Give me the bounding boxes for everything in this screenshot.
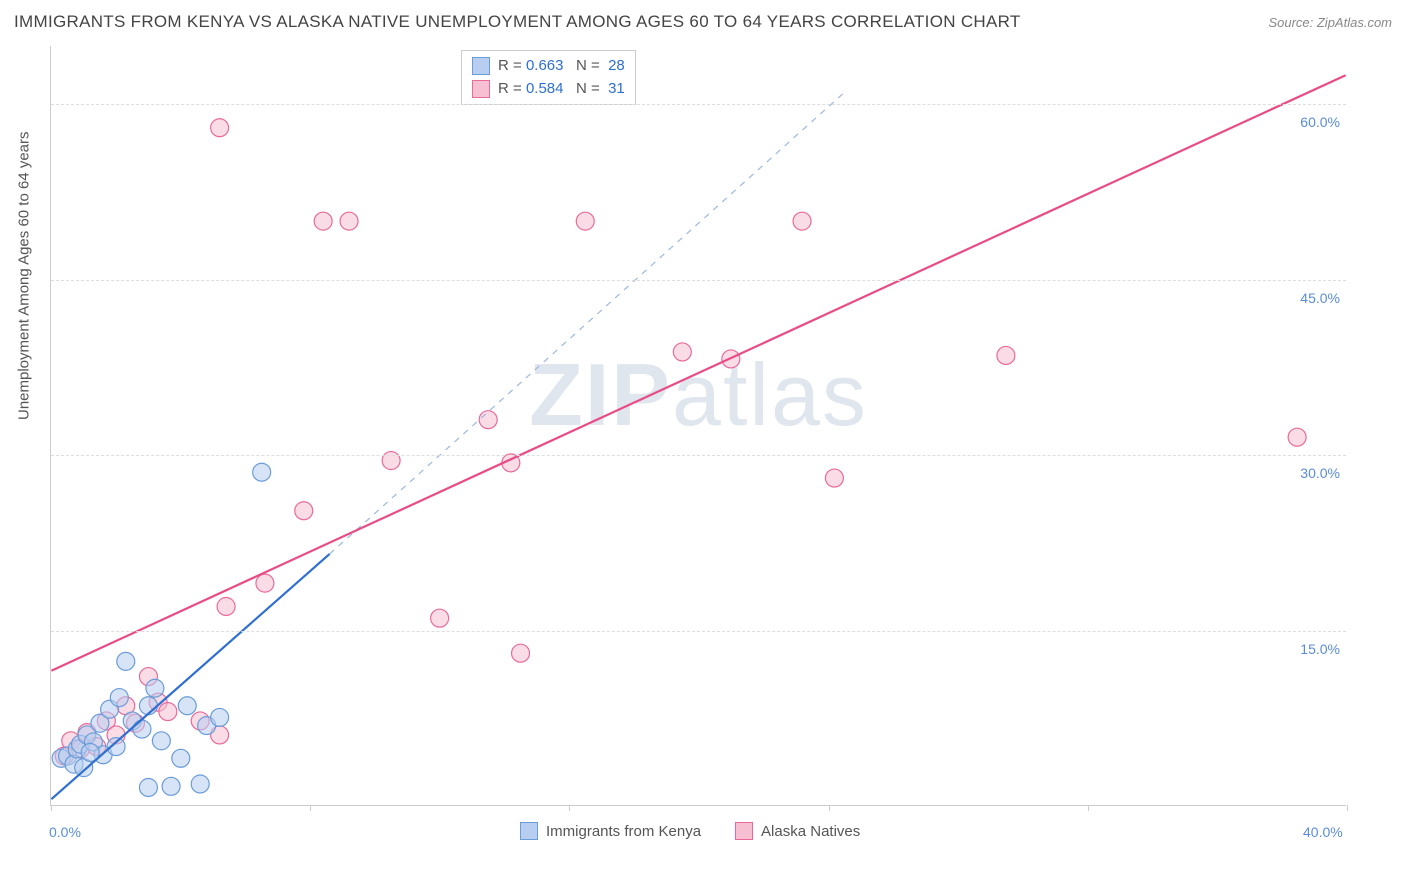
data-point [431, 609, 449, 627]
y-tick-label: 60.0% [1300, 114, 1340, 130]
data-point [159, 703, 177, 721]
data-point [256, 574, 274, 592]
data-point [178, 697, 196, 715]
y-axis-label: Unemployment Among Ages 60 to 64 years [16, 131, 33, 420]
x-tick [1088, 805, 1089, 811]
legend-label-kenya: Immigrants from Kenya [546, 823, 701, 840]
x-tick [829, 805, 830, 811]
data-point [217, 598, 235, 616]
data-point [172, 749, 190, 767]
data-point [253, 463, 271, 481]
legend-stats-row: R = 0.663 N = 28 [472, 55, 625, 78]
data-point [117, 652, 135, 670]
data-point [191, 775, 209, 793]
grid-line [51, 631, 1346, 632]
chart-svg [51, 46, 1346, 805]
legend-stats: R = 0.663 N = 28R = 0.584 N = 31 [461, 50, 636, 105]
x-tick-label: 40.0% [1303, 824, 1343, 840]
data-point [576, 212, 594, 230]
data-point [1288, 428, 1306, 446]
data-point [133, 720, 151, 738]
grid-line [51, 280, 1346, 281]
data-point [110, 689, 128, 707]
data-point [340, 212, 358, 230]
data-point [162, 777, 180, 795]
data-point [211, 708, 229, 726]
data-point [139, 697, 157, 715]
legend-stats-row: R = 0.584 N = 31 [472, 78, 625, 101]
legend-item-kenya: Immigrants from Kenya [520, 822, 701, 840]
data-point [146, 679, 164, 697]
x-tick [1347, 805, 1348, 811]
swatch-icon [472, 80, 490, 98]
legend-label-alaska: Alaska Natives [761, 823, 860, 840]
data-point [139, 778, 157, 796]
data-point [314, 212, 332, 230]
grid-line [51, 455, 1346, 456]
data-point [479, 411, 497, 429]
data-point [512, 644, 530, 662]
swatch-alaska [735, 822, 753, 840]
data-point [295, 502, 313, 520]
data-point [825, 469, 843, 487]
chart-title: IMMIGRANTS FROM KENYA VS ALASKA NATIVE U… [14, 12, 1021, 32]
swatch-icon [472, 57, 490, 75]
swatch-kenya [520, 822, 538, 840]
x-tick [569, 805, 570, 811]
x-tick-label: 0.0% [49, 824, 81, 840]
y-tick-label: 30.0% [1300, 465, 1340, 481]
data-point [997, 346, 1015, 364]
title-bar: IMMIGRANTS FROM KENYA VS ALASKA NATIVE U… [14, 12, 1392, 32]
data-point [793, 212, 811, 230]
data-point [673, 343, 691, 361]
plot-area: ZIPatlas R = 0.663 N = 28R = 0.584 N = 3… [50, 46, 1346, 806]
y-tick-label: 45.0% [1300, 290, 1340, 306]
x-tick [51, 805, 52, 811]
source-label: Source: ZipAtlas.com [1268, 15, 1392, 30]
y-tick-label: 15.0% [1300, 641, 1340, 657]
data-point [152, 732, 170, 750]
data-point [211, 119, 229, 137]
grid-line [51, 104, 1346, 105]
legend-item-alaska: Alaska Natives [735, 822, 860, 840]
x-tick [310, 805, 311, 811]
legend-bottom: Immigrants from Kenya Alaska Natives [520, 822, 860, 840]
